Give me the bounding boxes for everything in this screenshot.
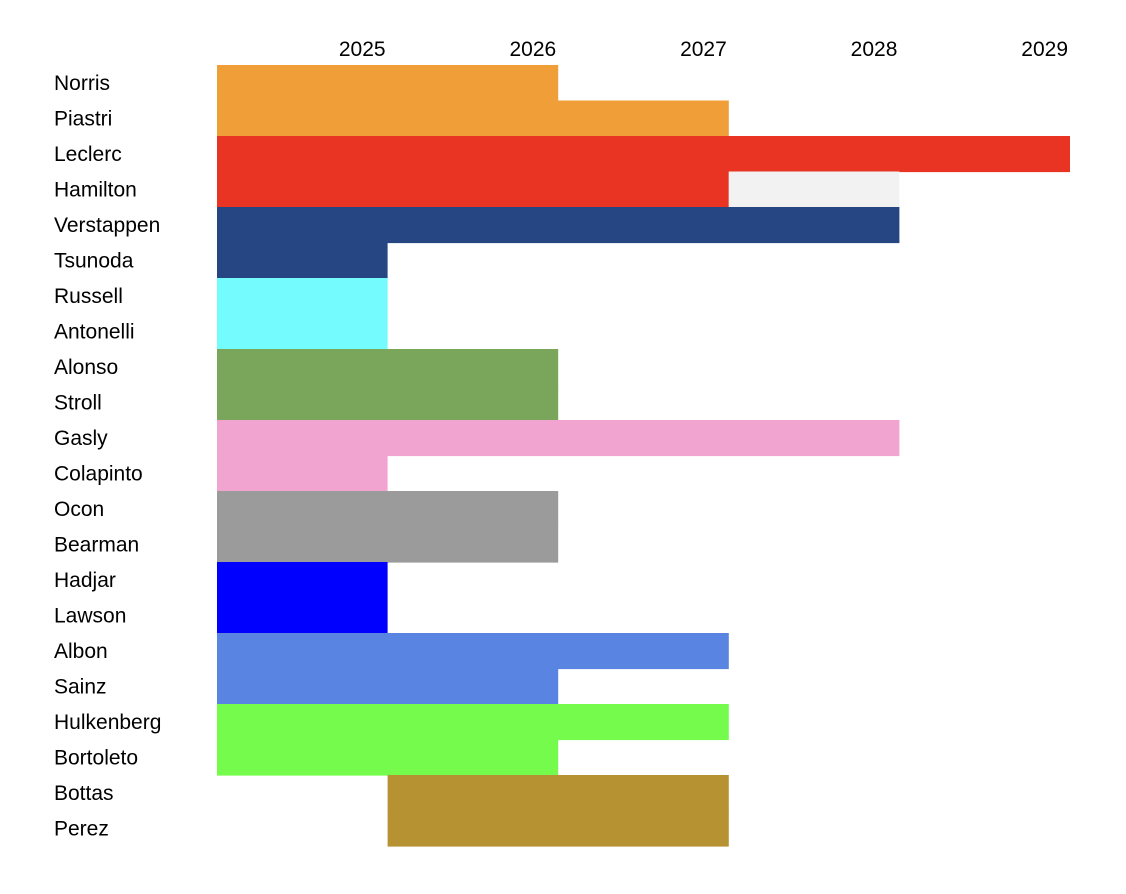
driver-label-ocon: Ocon (54, 498, 104, 521)
driver-label-sainz: Sainz (54, 675, 107, 698)
contract-bars (217, 65, 1070, 847)
year-label-2027: 2027 (680, 38, 727, 61)
driver-label-albon: Albon (54, 640, 108, 663)
driver-label-russell: Russell (54, 285, 123, 308)
contract-bar-ocon (217, 491, 559, 528)
contract-bar-hamilton (217, 171, 729, 208)
contract-bar-alonso (217, 349, 559, 386)
driver-label-perez: Perez (54, 817, 109, 840)
contract-bar-hulkenberg (217, 704, 729, 741)
contract-extension-bar-hamilton (728, 171, 900, 208)
driver-label-norris: Norris (54, 72, 110, 95)
contract-bar-tsunoda (217, 242, 388, 279)
contract-bar-albon (217, 633, 729, 670)
driver-labels: Norris Piastri Leclerc Hamilton Verstappen Ts… (54, 72, 161, 841)
contract-bar-perez (387, 810, 729, 847)
driver-label-colapinto: Colapinto (54, 462, 143, 485)
contract-bar-piastri (217, 100, 729, 137)
contract-bar-bottas (387, 775, 729, 812)
year-label-2029: 2029 (1021, 38, 1068, 61)
contract-bar-sainz (217, 668, 559, 705)
year-label-2026: 2026 (509, 38, 556, 61)
contract-bar-norris (217, 65, 559, 102)
contract-bar-gasly (217, 420, 900, 457)
driver-label-bottas: Bottas (54, 782, 114, 805)
contract-bar-stroll (217, 384, 559, 421)
driver-label-hadjar: Hadjar (54, 569, 116, 592)
driver-label-alonso: Alonso (54, 356, 118, 379)
contract-bar-bortoleto (217, 739, 559, 776)
driver-label-bearman: Bearman (54, 533, 139, 556)
driver-label-hulkenberg: Hulkenberg (54, 711, 161, 734)
driver-label-stroll: Stroll (54, 391, 102, 414)
driver-label-tsunoda: Tsunoda (54, 249, 134, 272)
contract-bar-antonelli (217, 313, 388, 350)
contract-bar-lawson (217, 597, 388, 634)
driver-label-lawson: Lawson (54, 604, 126, 627)
contract-bar-bearman (217, 526, 559, 563)
driver-label-bortoleto: Bortoleto (54, 746, 138, 769)
contract-bar-leclerc (217, 136, 1070, 173)
driver-label-hamilton: Hamilton (54, 178, 137, 201)
driver-label-leclerc: Leclerc (54, 143, 122, 166)
contract-bar-russell (217, 278, 388, 315)
contract-bar-hadjar (217, 562, 388, 599)
year-label-2028: 2028 (851, 38, 898, 61)
contract-bar-colapinto (217, 455, 388, 492)
contract-bar-verstappen (217, 207, 900, 244)
driver-label-antonelli: Antonelli (54, 320, 135, 343)
driver-label-gasly: Gasly (54, 427, 108, 450)
driver-label-verstappen: Verstappen (54, 214, 160, 237)
driver-label-piastri: Piastri (54, 107, 112, 130)
year-label-2025: 2025 (339, 38, 386, 61)
year-axis: 2025 2026 2027 2028 2029 (339, 38, 1068, 61)
